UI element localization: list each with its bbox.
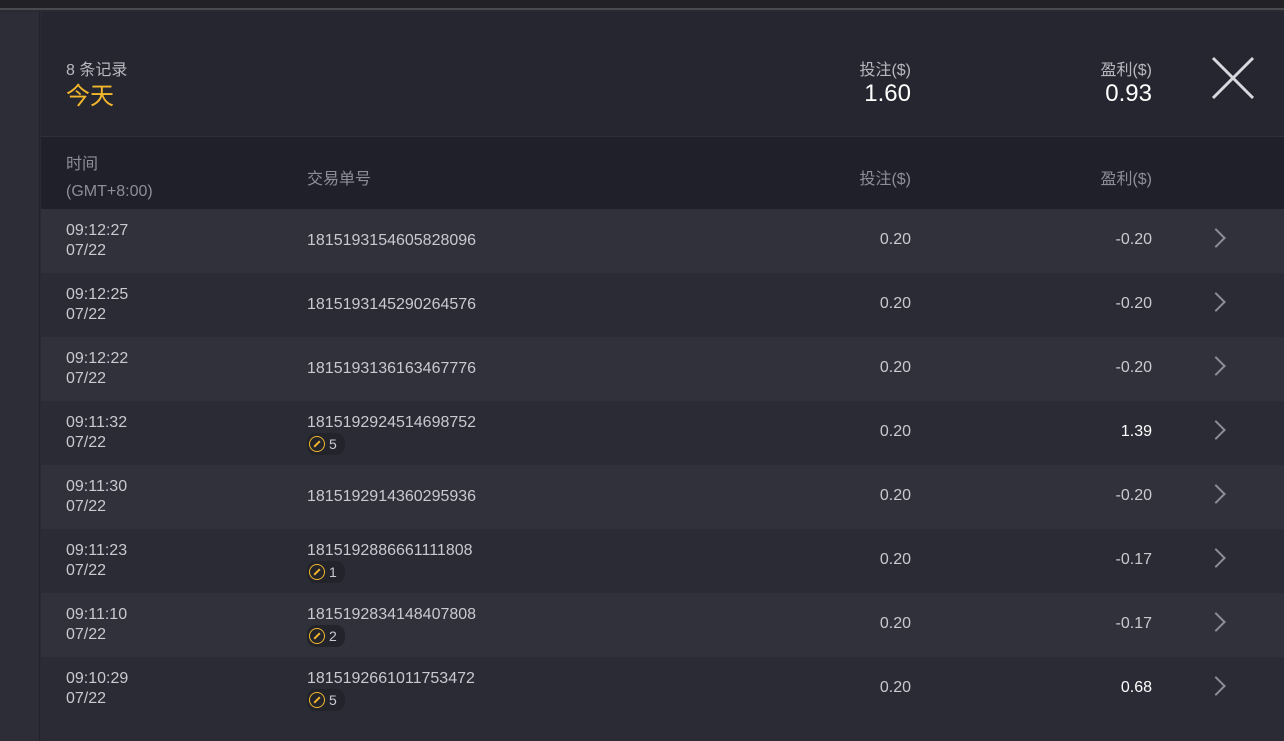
stake-summary: 投注($) 1.60 [859, 56, 911, 108]
col-timezone: (GMT+8:00) [66, 183, 153, 200]
row-profit: -0.20 [1115, 295, 1152, 312]
chevron-right-icon[interactable] [1206, 676, 1226, 696]
chevron-right-icon[interactable] [1206, 484, 1226, 504]
row-stake: 0.20 [879, 487, 911, 504]
profit-summary: 盈利($) 0.93 [1100, 56, 1152, 108]
row-date: 07/22 [66, 498, 107, 515]
row-time: 09:12:27 [66, 222, 129, 239]
chevron-right-icon[interactable] [1206, 420, 1226, 440]
row-order-id: 1815192886661111808 [307, 542, 473, 559]
bet-history-panel: 8 条记录 今天 投注($) 1.60 盈利($) 0.93 时间 (GMT+8… [41, 12, 1284, 741]
table-row[interactable]: 09:10:29 07/22 1815192661011753472 5 0.2… [41, 657, 1284, 721]
col-time: 时间 [66, 156, 99, 173]
profit-label: 盈利($) [1100, 62, 1152, 79]
coin-icon [309, 628, 325, 644]
coin-icon [309, 436, 325, 452]
row-profit: -0.20 [1115, 359, 1152, 376]
table-row[interactable]: 09:12:27 07/22 1815193154605828096 0.20 … [41, 209, 1284, 273]
record-count: 8 条记录 [66, 62, 128, 79]
row-profit: 1.39 [1120, 423, 1152, 440]
row-order-id: 1815193145290264576 [307, 296, 477, 313]
free-spin-badge: 2 [307, 625, 345, 647]
period-label[interactable]: 今天 [66, 83, 114, 110]
row-time: 09:10:29 [66, 670, 129, 687]
table-body: 09:12:27 07/22 1815193154605828096 0.20 … [41, 209, 1284, 721]
close-icon[interactable] [1211, 56, 1255, 100]
row-date: 07/22 [66, 370, 107, 387]
row-profit: 0.68 [1120, 679, 1152, 696]
chevron-right-icon[interactable] [1206, 356, 1226, 376]
row-date: 07/22 [66, 434, 107, 451]
row-time: 09:12:25 [66, 286, 129, 303]
col-stake: 投注($) [859, 171, 911, 188]
top-bar [0, 0, 1284, 10]
row-order-id: 1815193154605828096 [307, 232, 477, 249]
row-profit: -0.20 [1115, 487, 1152, 504]
stake-total: 1.60 [864, 80, 911, 107]
row-stake: 0.20 [879, 359, 911, 376]
table-row[interactable]: 09:11:32 07/22 1815192924514698752 5 0.2… [41, 401, 1284, 465]
col-profit: 盈利($) [1100, 171, 1152, 188]
row-stake: 0.20 [879, 231, 911, 248]
row-order-id: 1815192834148407808 [307, 606, 477, 623]
summary-header: 8 条记录 今天 投注($) 1.60 盈利($) 0.93 [41, 12, 1284, 137]
row-stake: 0.20 [879, 295, 911, 312]
row-profit: -0.17 [1115, 551, 1152, 568]
row-profit: -0.20 [1115, 231, 1152, 248]
badge-count: 2 [329, 628, 337, 644]
row-stake: 0.20 [879, 423, 911, 440]
row-date: 07/22 [66, 562, 107, 579]
row-profit: -0.17 [1115, 615, 1152, 632]
row-time: 09:11:10 [66, 606, 128, 623]
row-date: 07/22 [66, 306, 107, 323]
badge-count: 5 [329, 692, 337, 708]
col-order: 交易单号 [307, 171, 372, 188]
row-date: 07/22 [66, 626, 107, 643]
row-time: 09:11:30 [66, 478, 128, 495]
row-order-id: 1815192914360295936 [307, 488, 477, 505]
table-row[interactable]: 09:11:23 07/22 1815192886661111808 1 0.2… [41, 529, 1284, 593]
chevron-right-icon[interactable] [1206, 228, 1226, 248]
chevron-right-icon[interactable] [1206, 292, 1226, 312]
row-date: 07/22 [66, 242, 107, 259]
table-row[interactable]: 09:12:25 07/22 1815193145290264576 0.20 … [41, 273, 1284, 337]
row-time: 09:12:22 [66, 350, 129, 367]
row-time: 09:11:32 [66, 414, 128, 431]
badge-count: 1 [329, 564, 337, 580]
row-stake: 0.20 [879, 615, 911, 632]
free-spin-badge: 5 [307, 433, 345, 455]
sidebar [0, 12, 40, 741]
badge-count: 5 [329, 436, 337, 452]
table-row[interactable]: 09:11:10 07/22 1815192834148407808 2 0.2… [41, 593, 1284, 657]
row-date: 07/22 [66, 690, 107, 707]
table-row[interactable]: 09:11:30 07/22 1815192914360295936 0.20 … [41, 465, 1284, 529]
chevron-right-icon[interactable] [1206, 612, 1226, 632]
table-header: 时间 (GMT+8:00) 交易单号 投注($) 盈利($) [41, 137, 1284, 209]
row-stake: 0.20 [879, 679, 911, 696]
row-order-id: 1815193136163467776 [307, 360, 477, 377]
row-order-id: 1815192661011753472 [307, 670, 475, 687]
profit-total: 0.93 [1105, 80, 1152, 107]
chevron-right-icon[interactable] [1206, 548, 1226, 568]
coin-icon [309, 692, 325, 708]
row-time: 09:11:23 [66, 542, 128, 559]
free-spin-badge: 1 [307, 561, 345, 583]
table-row[interactable]: 09:12:22 07/22 1815193136163467776 0.20 … [41, 337, 1284, 401]
coin-icon [309, 564, 325, 580]
row-stake: 0.20 [879, 551, 911, 568]
stake-label: 投注($) [859, 62, 911, 79]
free-spin-badge: 5 [307, 689, 345, 711]
row-order-id: 1815192924514698752 [307, 414, 477, 431]
